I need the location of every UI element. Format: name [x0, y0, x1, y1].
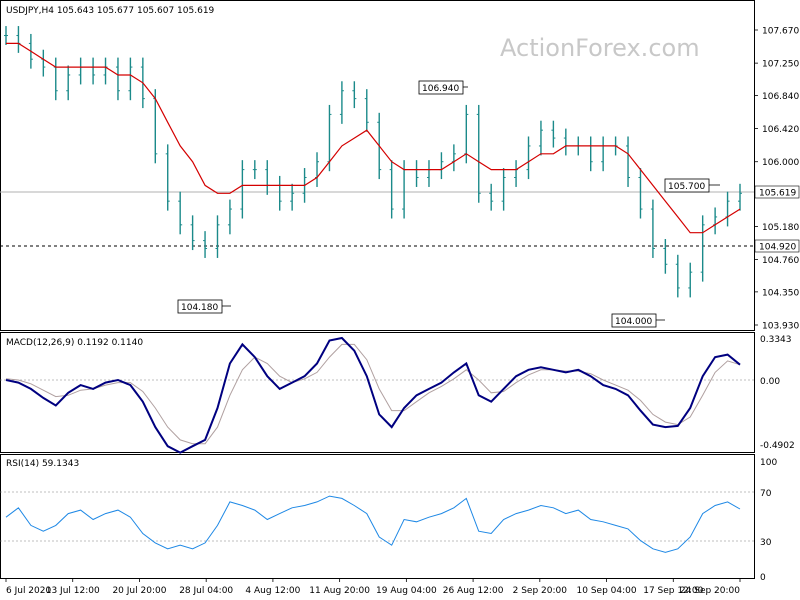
price-tick-label: 104.350 — [762, 288, 799, 298]
rsi-tick-70: 70 — [760, 489, 772, 499]
time-tick-label: 10 Sep 04:00 — [577, 586, 637, 596]
time-tick-label: 6 Jul 2020 — [6, 586, 51, 596]
price-y-axis: 107.670 107.250 106.840 106.420 106.000 105.1… — [754, 27, 799, 332]
annotation-104000-box — [611, 313, 657, 328]
annotation-104180-label: 104.180 — [181, 303, 218, 313]
macd-tick-zero: 0.00 — [760, 377, 780, 387]
time-tick-label: 20 Jul 20:00 — [112, 586, 166, 596]
rsi-tick-30: 30 — [760, 538, 772, 548]
watermark: ActionForex.com — [500, 34, 700, 62]
price-tick-label: 105.180 — [762, 223, 799, 233]
price-tick-label: 107.250 — [762, 60, 799, 70]
annotation-105700: 105.700 — [664, 178, 720, 193]
price-panel-frame — [0, 0, 755, 331]
current-price-tag-label: 105.619 — [759, 189, 796, 199]
price-tick-label: 107.670 — [762, 27, 799, 37]
current-price-tag-box — [754, 185, 800, 199]
time-tick-label: 4 Aug 12:00 — [245, 586, 300, 596]
rsi-line — [5, 495, 741, 553]
price-tick-label: 106.840 — [762, 92, 799, 102]
rsi-panel: RSI(14) 59.1343 100 70 30 0 — [0, 454, 777, 583]
annotation-104180-box — [177, 299, 223, 314]
annotation-104000-label: 104.000 — [615, 317, 652, 327]
moving-average-line — [6, 42, 741, 234]
macd-line — [5, 336, 741, 454]
annotation-105700-box — [664, 178, 710, 193]
macd-panel-frame — [0, 332, 755, 453]
price-panel: ActionForex.com USDJPY,H4 105.643 105.67… — [0, 0, 800, 332]
annotation-104180: 104.180 — [177, 299, 231, 314]
rsi-panel-frame — [0, 454, 755, 579]
rsi-header: RSI(14) 59.1343 — [6, 459, 79, 469]
annotation-104000: 104.000 — [611, 313, 665, 328]
price-bars — [4, 26, 742, 298]
time-tick-label: 2 Sep 20:00 — [513, 586, 568, 596]
rsi-tick-100: 100 — [760, 458, 777, 468]
time-tick-label: 13 Jul 12:00 — [46, 586, 100, 596]
time-tick-label: 19 Aug 04:00 — [376, 586, 437, 596]
time-tick-label: 24 Sep 20:00 — [680, 586, 740, 596]
annotation-106940: 106.940 — [418, 80, 468, 95]
macd-signal-line — [5, 343, 741, 445]
level-price-tag-label: 104.920 — [759, 243, 796, 253]
rsi-tick-0: 0 — [760, 573, 766, 583]
time-tick-label: 11 Aug 20:00 — [309, 586, 370, 596]
current-price-tag: 105.619 — [754, 185, 800, 199]
macd-header: MACD(12,26,9) 0.1192 0.1140 — [6, 338, 143, 348]
price-tick-label: 103.930 — [762, 322, 799, 332]
annotation-106940-box — [418, 80, 464, 95]
level-price-tag-box — [754, 239, 800, 253]
price-tick-label: 106.000 — [762, 158, 799, 168]
macd-tick-bottom: -0.4902 — [760, 441, 795, 451]
time-tick-label: 26 Aug 12:00 — [443, 586, 504, 596]
price-tick-label: 104.760 — [762, 256, 799, 266]
price-tick-label: 106.420 — [762, 125, 799, 135]
annotation-106940-label: 106.940 — [422, 84, 459, 94]
level-price-tag: 104.920 — [754, 239, 800, 253]
macd-tick-top: 0.3343 — [760, 335, 792, 345]
macd-panel: MACD(12,26,9) 0.1192 0.1140 0.3343 0.00 … — [0, 332, 795, 454]
annotation-105700-label: 105.700 — [668, 182, 705, 192]
price-header: USDJPY,H4 105.643 105.677 105.607 105.61… — [6, 6, 215, 16]
time-tick-label: 28 Jul 04:00 — [179, 586, 233, 596]
time-tick-label: 17 Sep 12:00 — [643, 586, 703, 596]
